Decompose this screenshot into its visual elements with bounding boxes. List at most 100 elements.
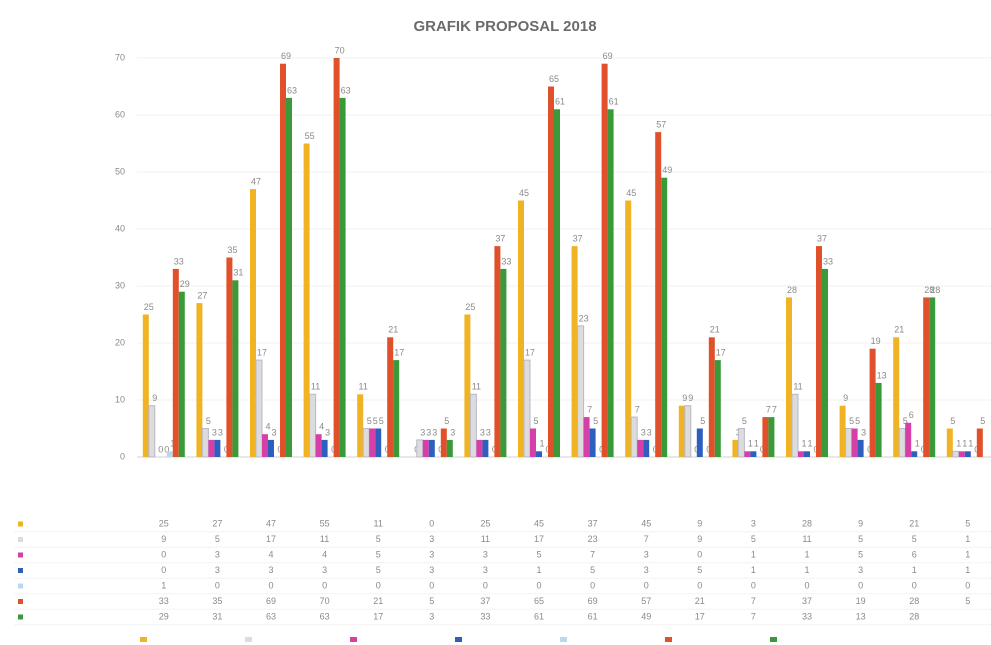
- bar: [201, 428, 209, 458]
- data-label: 7: [587, 404, 592, 414]
- bar: [643, 439, 650, 457]
- bar: [142, 314, 149, 457]
- table-cell: 0: [429, 580, 434, 590]
- bar: [625, 200, 632, 457]
- data-label: 37: [817, 233, 827, 243]
- table-swatch: [18, 599, 23, 604]
- table-cell: 63: [266, 611, 276, 621]
- table-cell: 3: [644, 549, 649, 559]
- table-cell: 0: [965, 580, 970, 590]
- table-cell: 17: [373, 611, 383, 621]
- bar: [851, 428, 858, 457]
- table-cell: 29: [159, 611, 169, 621]
- table-cell: 70: [320, 596, 330, 606]
- table-cell: 3: [483, 565, 488, 575]
- y-tick-label: 70: [115, 52, 125, 62]
- table-cell: 23: [588, 534, 598, 544]
- table-cell: 5: [429, 596, 434, 606]
- table-cell: 0: [215, 580, 220, 590]
- table-cell: 5: [858, 549, 863, 559]
- table-cell: 5: [697, 565, 702, 575]
- table-cell: 11: [481, 534, 490, 544]
- table-cell: 0: [322, 580, 327, 590]
- table-cell: 1: [804, 549, 809, 559]
- data-label: 5: [700, 416, 705, 426]
- bar: [589, 428, 596, 457]
- data-label: 0: [158, 444, 163, 454]
- bar: [208, 439, 215, 457]
- table-cell: 3: [429, 565, 434, 575]
- table-cell: 0: [161, 565, 166, 575]
- bar: [798, 451, 804, 457]
- bar: [958, 451, 965, 457]
- legend-swatch: [140, 637, 147, 642]
- bar: [804, 451, 810, 457]
- data-label: 1: [962, 439, 967, 449]
- bar: [530, 428, 536, 457]
- table-cell: 5: [590, 565, 595, 575]
- table-cell: 9: [697, 534, 702, 544]
- data-label: 3: [480, 427, 485, 437]
- data-label: 3: [641, 427, 646, 437]
- table-cell: 21: [909, 518, 919, 528]
- bar: [923, 297, 930, 457]
- bar: [309, 393, 317, 458]
- bar: [822, 268, 828, 457]
- data-label: 9: [152, 393, 157, 403]
- legend-swatch: [770, 637, 777, 642]
- bar: [708, 337, 715, 457]
- bar: [857, 439, 864, 457]
- data-label: 3: [861, 427, 866, 437]
- table-cell: 37: [588, 518, 598, 528]
- table-cell: 57: [641, 596, 651, 606]
- table-cell: 19: [856, 596, 866, 606]
- data-label: 33: [174, 256, 184, 266]
- table-cell: 13: [856, 611, 866, 621]
- table-cell: 7: [751, 611, 756, 621]
- data-label: 6: [909, 410, 914, 420]
- data-label: 57: [656, 119, 666, 129]
- data-label: 5: [367, 416, 372, 426]
- table-cell: 11: [802, 534, 811, 544]
- table-cell: 9: [697, 518, 702, 528]
- data-label: 1: [754, 439, 759, 449]
- table-cell: 3: [268, 565, 273, 575]
- bar: [393, 360, 400, 457]
- data-label: 27: [197, 290, 207, 300]
- bar: [905, 422, 912, 457]
- table-cell: 0: [590, 580, 595, 590]
- table-cell: 0: [697, 580, 702, 590]
- table-cell: 7: [590, 549, 595, 559]
- bar: [303, 143, 310, 457]
- data-label: 31: [233, 268, 243, 278]
- bar: [422, 439, 429, 457]
- bar: [255, 359, 263, 458]
- data-label: 3: [432, 427, 437, 437]
- data-label: 5: [206, 416, 211, 426]
- table-cell: 0: [161, 549, 166, 559]
- data-label: 5: [950, 416, 955, 426]
- bar: [786, 297, 792, 457]
- table-cell: 11: [320, 534, 329, 544]
- table-cell: 27: [212, 518, 222, 528]
- data-label: 29: [180, 279, 190, 289]
- legend-swatch: [245, 637, 252, 642]
- data-label: 65: [549, 74, 559, 84]
- data-label: 49: [662, 165, 672, 175]
- table-cell: 3: [644, 565, 649, 575]
- data-label: 3: [450, 427, 455, 437]
- bar: [494, 246, 501, 457]
- table-cell: 5: [376, 565, 381, 575]
- y-tick-label: 30: [115, 280, 125, 290]
- bar: [268, 439, 274, 457]
- data-label: 17: [394, 347, 404, 357]
- bar: [148, 405, 156, 458]
- data-label: 3: [426, 427, 431, 437]
- data-label: 3: [212, 427, 217, 437]
- data-label: 61: [609, 97, 619, 107]
- bar: [732, 439, 739, 457]
- table-cell: 35: [212, 596, 222, 606]
- table-cell: 3: [429, 534, 434, 544]
- y-tick-label: 20: [115, 337, 125, 347]
